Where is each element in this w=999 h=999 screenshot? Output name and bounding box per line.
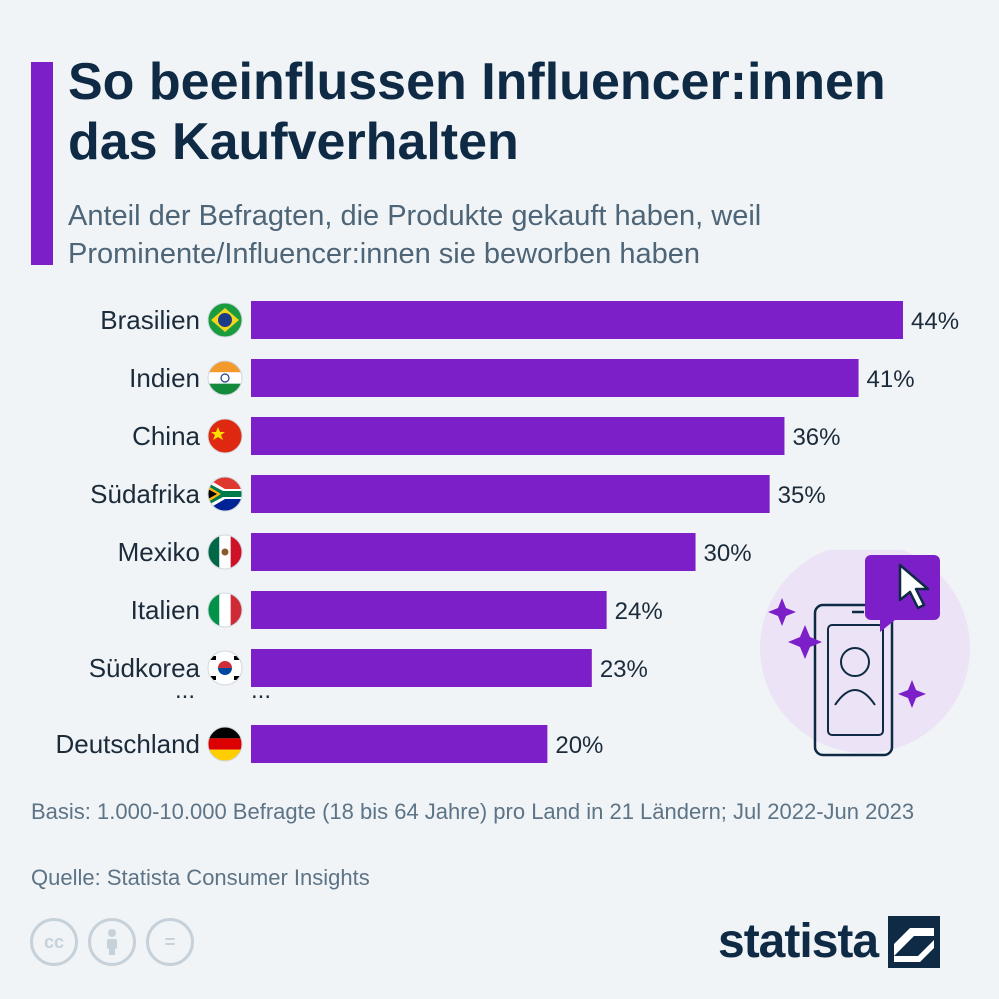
flag-italy-icon <box>207 592 243 628</box>
flag-germany-icon <box>207 726 243 762</box>
flag-south-africa-icon <box>207 476 243 512</box>
category-label: China <box>132 421 200 451</box>
bar-row: Südkorea 23% <box>89 649 648 687</box>
category-label: Mexiko <box>118 537 200 567</box>
no-derivatives-icon[interactable]: = <box>146 918 194 966</box>
bar-row: China 36% <box>132 417 841 455</box>
value-label: 36% <box>792 424 840 451</box>
category-label: Brasilien <box>100 305 200 335</box>
statista-logo[interactable]: statista <box>718 912 941 972</box>
value-label: 20% <box>555 732 603 759</box>
category-label: Italien <box>131 595 200 625</box>
bar-row: Mexiko 30% <box>118 533 752 571</box>
flag-brazil-icon <box>207 302 243 338</box>
title-accent-bar <box>31 62 53 265</box>
value-label: 30% <box>704 540 752 567</box>
bar <box>251 649 592 687</box>
footnote-basis: Basis: 1.000-10.000 Befragte (18 bis 64 … <box>31 799 915 824</box>
bar-row: Indien 41% <box>129 359 915 397</box>
bar <box>251 591 607 629</box>
brand-name: statista <box>718 915 879 968</box>
source-note: Quelle: Statista Consumer Insights <box>31 865 370 890</box>
value-label: 41% <box>867 366 915 393</box>
category-label: Südkorea <box>89 653 201 683</box>
value-label: 35% <box>778 482 826 509</box>
bar <box>251 533 696 571</box>
bar <box>251 475 770 513</box>
bar <box>251 725 548 763</box>
statista-mark-icon <box>888 916 941 968</box>
value-label: 23% <box>600 656 648 683</box>
category-label: Südafrika <box>90 479 200 509</box>
bar <box>251 417 785 455</box>
attribution-icon[interactable] <box>88 918 136 966</box>
chart-title: So beeinflussen Influencer:innen das Kau… <box>68 53 886 171</box>
bar-row: Brasilien 44% <box>100 301 959 339</box>
flag-india-icon <box>207 360 243 396</box>
cc-icon[interactable]: cc <box>30 918 78 966</box>
gap-ellipsis-left: ... <box>175 677 195 704</box>
bar-row: Deutschland 20% <box>55 725 603 763</box>
category-label: Deutschland <box>55 729 200 759</box>
bar <box>251 301 903 339</box>
license-icons: cc = <box>30 918 194 966</box>
value-label: 24% <box>615 598 663 625</box>
smartphone-influencer-illustration-icon <box>760 550 970 757</box>
bar <box>251 359 859 397</box>
flag-mexico-icon <box>207 534 243 570</box>
flag-south-korea-icon <box>207 650 243 686</box>
flag-china-icon <box>207 418 243 454</box>
bar-row: Südafrika 35% <box>90 475 826 513</box>
bar-row: Italien 24% <box>131 591 663 629</box>
category-label: Indien <box>129 363 200 393</box>
chart-subtitle: Anteil der Befragten, die Produkte gekau… <box>68 200 762 270</box>
value-label: 44% <box>911 308 959 335</box>
bar-chart: Brasilien 44% Indien 41% China 36% Südafrika 35… <box>55 301 959 763</box>
gap-ellipsis-right: ... <box>251 677 271 704</box>
